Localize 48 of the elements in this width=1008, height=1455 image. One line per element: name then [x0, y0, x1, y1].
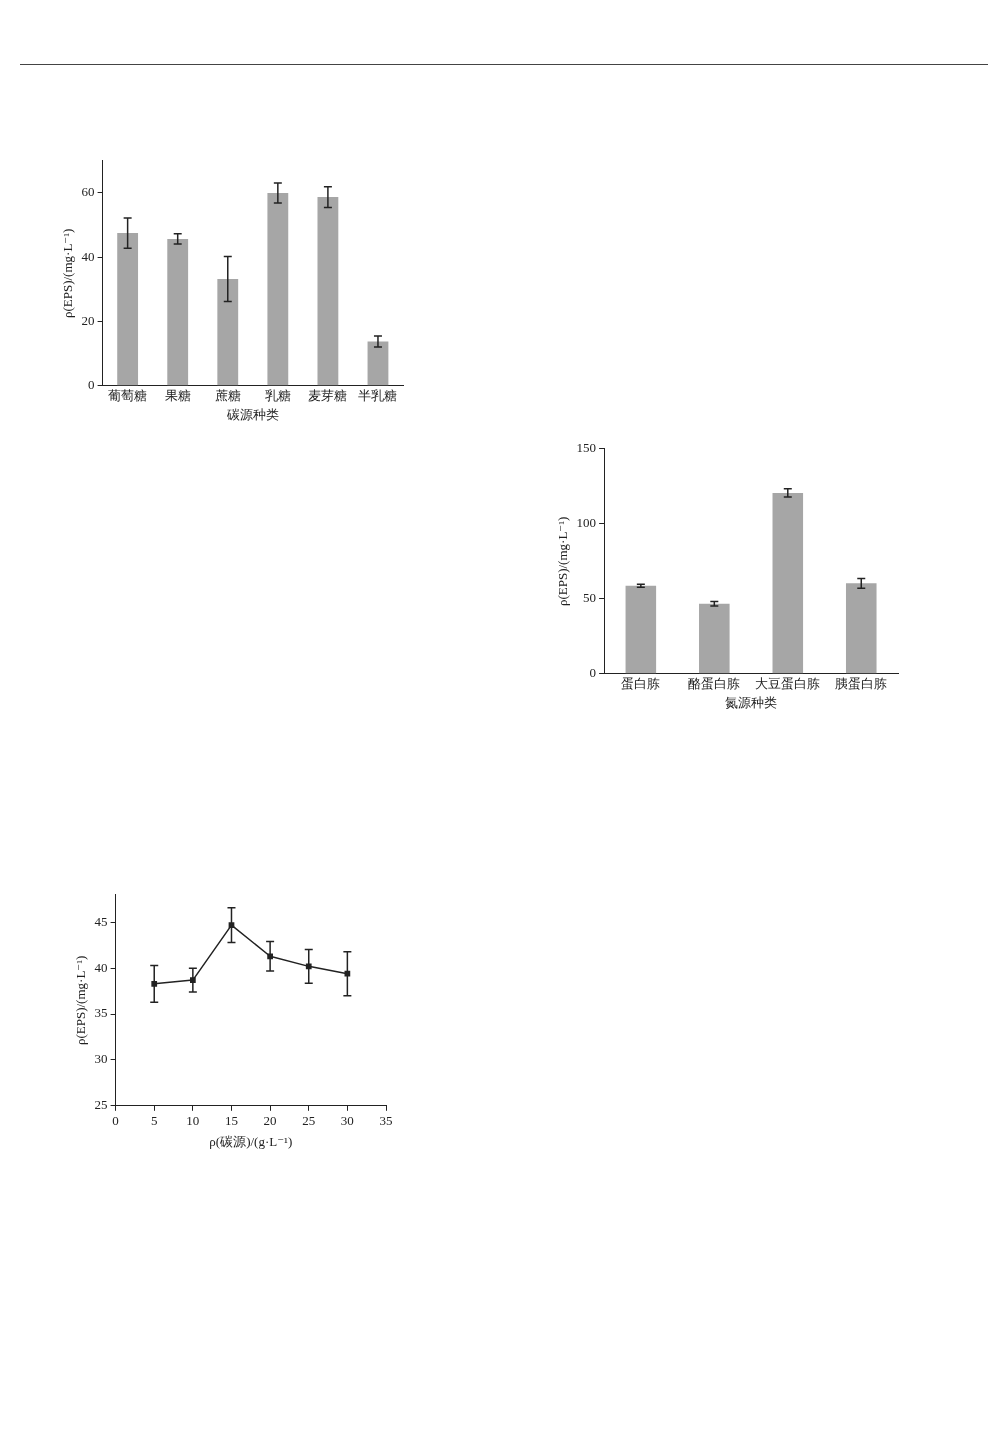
y-tick-label: 60 — [81, 184, 95, 200]
y-axis-title: ρ(EPS)/(mg·L⁻¹) — [555, 516, 571, 607]
y-tick-label: 20 — [81, 312, 95, 328]
y-tick-label: 150 — [576, 440, 597, 456]
bar — [625, 585, 657, 674]
y-tick-label: 40 — [81, 248, 95, 264]
bar — [267, 192, 289, 386]
x-tick-label: 蛋白胨 — [621, 676, 661, 692]
x-tick-label: 半乳糖 — [358, 388, 398, 404]
x-axis-title: 碳源种类 — [225, 406, 279, 422]
y-tick-label: 35 — [94, 1005, 108, 1021]
y-tick-label: 0 — [589, 665, 597, 681]
point — [305, 963, 312, 970]
y-tick-label: 25 — [94, 1097, 108, 1113]
x-tick-label: 葡萄糖 — [108, 388, 148, 404]
bar — [167, 238, 189, 386]
y-axis-title: ρ(EPS)/(mg·L⁻¹) — [73, 955, 89, 1046]
x-axis-title: 氮源种类 — [725, 694, 778, 710]
y-tick-label: 0 — [88, 377, 95, 393]
x-tick-label: 大豆蛋白胨 — [755, 676, 821, 692]
bar — [772, 492, 804, 674]
y-tick-label: 45 — [94, 913, 108, 929]
bar — [845, 583, 877, 674]
bar — [367, 341, 389, 386]
y-tick-label: 30 — [94, 1051, 108, 1067]
bar — [217, 279, 239, 386]
x-tick-label: 蔗糖 — [214, 388, 241, 404]
x-tick-label: 25 — [302, 1113, 316, 1129]
x-axis-title: ρ(碳源)/(g·L⁻¹) — [209, 1133, 293, 1149]
bar — [317, 197, 339, 386]
x-tick-label: 酪蛋白胨 — [688, 676, 741, 692]
x-tick-label: 15 — [224, 1113, 238, 1129]
x-tick-label: 麦芽糖 — [308, 388, 348, 404]
x-tick-label: 0 — [112, 1113, 119, 1129]
bar — [117, 233, 139, 386]
y-axis-title: ρ(EPS)/(mg·L⁻¹) — [60, 228, 76, 319]
x-tick-label: 果糖 — [164, 388, 191, 404]
x-tick-label: 35 — [379, 1113, 393, 1129]
bar — [699, 603, 730, 674]
x-tick-label: 10 — [186, 1113, 200, 1129]
x-tick-label: 20 — [263, 1113, 277, 1129]
x-tick-label: 5 — [150, 1113, 158, 1129]
x-tick-label: 乳糖 — [264, 388, 291, 404]
x-tick-label: 30 — [340, 1113, 354, 1129]
x-tick-label: 胰蛋白胨 — [835, 676, 888, 692]
y-tick-label: 100 — [576, 515, 597, 531]
y-tick-label: 50 — [583, 590, 597, 606]
y-tick-label: 40 — [94, 959, 108, 975]
